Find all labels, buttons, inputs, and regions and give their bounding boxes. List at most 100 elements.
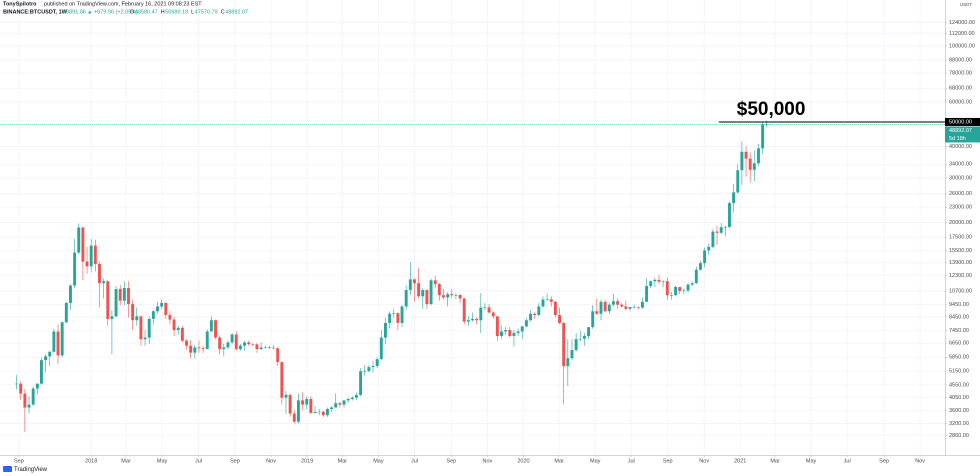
candle-body <box>703 250 707 264</box>
x-tick-label: Mar <box>554 458 564 464</box>
candle-body <box>690 283 694 285</box>
candle-body <box>429 280 433 305</box>
candle-body <box>479 307 483 321</box>
last-price-header: 48891.06 <box>63 9 86 15</box>
footer-logo[interactable]: TradingView <box>14 467 48 473</box>
candle-body <box>620 304 624 307</box>
candle-body <box>728 203 731 227</box>
candle-body <box>15 383 19 385</box>
candle-body <box>454 295 458 296</box>
candle-body <box>218 337 222 350</box>
candle-body <box>566 358 570 367</box>
candle-body <box>587 327 591 337</box>
candle-body <box>757 148 760 164</box>
candle-body <box>748 158 752 170</box>
candle-body <box>417 283 421 297</box>
candle-body <box>595 311 599 314</box>
candle-body <box>483 307 487 308</box>
y-tick-label: 34000.00 <box>949 162 972 168</box>
candle-body <box>611 301 615 305</box>
candle-body <box>135 316 139 321</box>
y-tick-label: 6650.00 <box>949 341 969 347</box>
y-tick-label: 7450.00 <box>949 328 969 334</box>
candle-body <box>35 383 39 389</box>
y-tick-label: 5150.00 <box>949 369 969 375</box>
x-tick-label: Jul <box>844 458 851 464</box>
candle-body <box>205 331 209 350</box>
candle-body <box>147 318 151 338</box>
y-tick-label: 13900.00 <box>949 260 972 266</box>
candle-body <box>143 337 147 340</box>
candle-body <box>462 298 466 322</box>
candle-body <box>516 331 520 333</box>
y-tick-label: 8450.00 <box>949 314 969 320</box>
candle-body <box>172 319 176 331</box>
candle-body <box>93 245 97 264</box>
candle-body <box>421 290 425 297</box>
candle-body <box>707 246 711 251</box>
candle-body <box>582 336 586 339</box>
y-tick-label: 12300.00 <box>949 273 972 279</box>
x-tick-label: May <box>806 458 817 464</box>
y-tick-label: 78000.00 <box>949 71 972 77</box>
candle-body <box>504 330 508 332</box>
ohlc-value: 47570.79 <box>195 9 218 15</box>
x-tick-label: Nov <box>266 458 276 464</box>
x-tick-label: Sep <box>14 458 24 464</box>
candle-body <box>446 294 450 298</box>
candle-body <box>653 279 657 282</box>
x-tick-label: 2018 <box>85 458 97 464</box>
grid: 124000.00 112000.00 100000.00 88000.00 78000… <box>0 0 975 464</box>
candle-body <box>508 330 512 337</box>
candle-body <box>354 394 358 398</box>
candle-body <box>301 400 305 405</box>
candle-body <box>238 345 242 350</box>
x-tick-label: Nov <box>483 458 493 464</box>
candle-body <box>719 227 723 233</box>
candle-body <box>296 400 300 422</box>
candle-body <box>553 301 557 316</box>
candle-body <box>280 362 284 398</box>
candle-body <box>640 301 644 308</box>
candle-body <box>549 299 553 302</box>
published: published on TradingView.com, February 1… <box>44 1 202 7</box>
y-tick-label: 23000.00 <box>949 205 972 211</box>
author: TonySpilotro <box>3 1 37 7</box>
candle-body <box>48 351 52 357</box>
x-tick-label: Sep <box>663 458 673 464</box>
candle-body <box>44 356 48 361</box>
candle-body <box>632 306 636 308</box>
candle-body <box>736 170 740 193</box>
ohlc-key: L <box>191 9 194 15</box>
candle-body <box>558 315 561 323</box>
candle-body <box>288 394 292 414</box>
candle-body <box>562 322 566 367</box>
candle-body <box>56 331 60 356</box>
y-tick-label: 26000.00 <box>949 191 972 197</box>
candle-body <box>491 312 495 317</box>
candle-body <box>541 299 545 307</box>
ohlc-key: C <box>221 9 225 15</box>
candle-body <box>616 301 620 305</box>
candle-body <box>321 411 325 416</box>
candle-body <box>230 334 234 343</box>
candle-body <box>649 281 653 287</box>
candle-body <box>259 347 263 350</box>
x-tick-label: Jul <box>195 458 202 464</box>
candle-body <box>678 287 682 292</box>
ohlc-key: H <box>161 9 165 15</box>
x-tick-label: Nov <box>915 458 925 464</box>
candle-body <box>487 307 491 313</box>
candles <box>15 120 769 432</box>
candle-body <box>711 231 715 247</box>
y-tick-label: 68000.00 <box>949 86 972 92</box>
candle-body <box>367 367 371 372</box>
hline-tag-label: 50000.00 <box>949 119 972 125</box>
candle-body <box>193 347 197 353</box>
candle-body <box>284 394 288 398</box>
candle-body <box>744 151 748 159</box>
candle-body <box>164 302 168 316</box>
candle-body <box>359 371 363 395</box>
candle-body <box>267 347 271 348</box>
